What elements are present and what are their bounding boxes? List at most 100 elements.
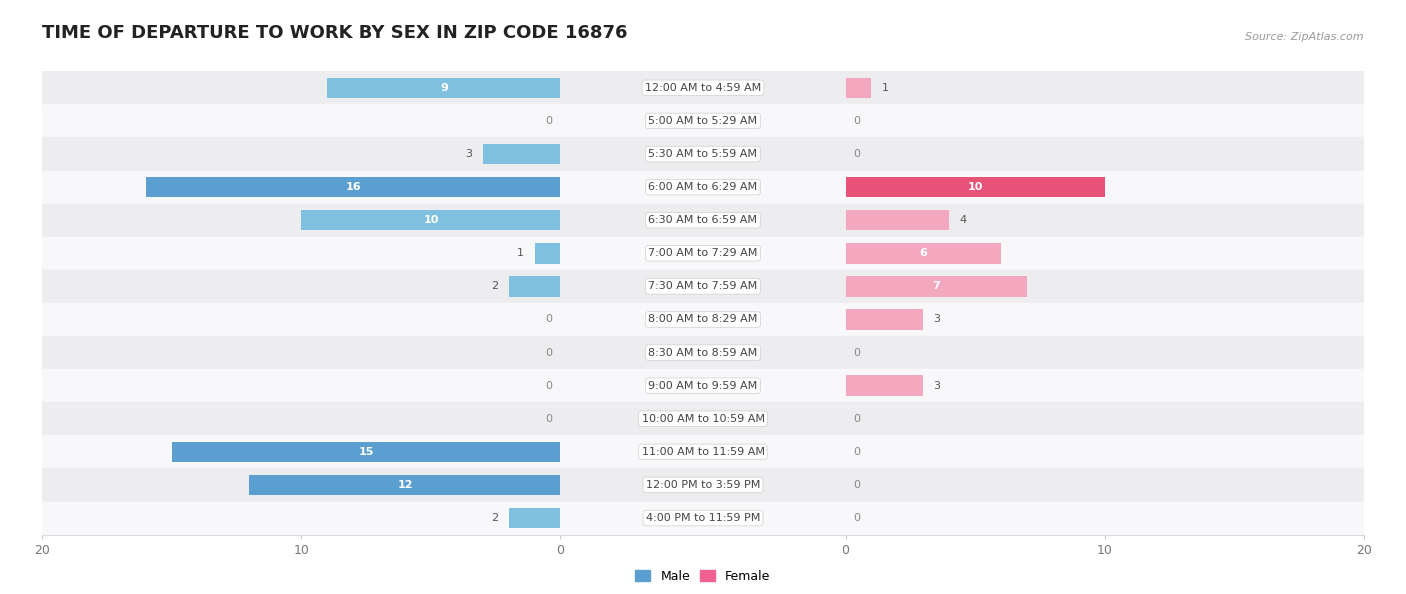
Text: 11:00 AM to 11:59 AM: 11:00 AM to 11:59 AM bbox=[641, 447, 765, 457]
Bar bbox=[845, 369, 1364, 402]
Bar bbox=[42, 71, 561, 105]
Bar bbox=[845, 402, 1364, 435]
Text: 4: 4 bbox=[959, 215, 967, 225]
Bar bbox=[42, 369, 561, 402]
Text: 0: 0 bbox=[853, 347, 860, 358]
Bar bbox=[561, 237, 845, 270]
Bar bbox=[561, 435, 845, 469]
Bar bbox=[534, 243, 561, 264]
Bar bbox=[561, 204, 845, 237]
Bar bbox=[249, 475, 561, 495]
Bar bbox=[561, 501, 845, 535]
Text: 3: 3 bbox=[465, 149, 472, 159]
Bar bbox=[845, 270, 1364, 303]
Bar bbox=[845, 309, 924, 330]
Text: 15: 15 bbox=[359, 447, 374, 457]
Bar bbox=[42, 336, 561, 369]
Bar bbox=[42, 469, 561, 501]
Bar bbox=[845, 237, 1364, 270]
Text: 0: 0 bbox=[853, 116, 860, 126]
Bar bbox=[845, 210, 949, 230]
Bar bbox=[845, 501, 1364, 535]
Text: 9: 9 bbox=[440, 83, 447, 93]
Bar bbox=[845, 336, 1364, 369]
Bar bbox=[172, 441, 561, 462]
Text: 1: 1 bbox=[517, 248, 524, 258]
Text: 0: 0 bbox=[853, 480, 860, 490]
Text: 12:00 PM to 3:59 PM: 12:00 PM to 3:59 PM bbox=[645, 480, 761, 490]
Bar bbox=[42, 303, 561, 336]
Bar bbox=[561, 303, 845, 336]
Bar bbox=[42, 435, 561, 469]
Bar bbox=[42, 105, 561, 137]
Bar bbox=[845, 170, 1364, 204]
Text: Source: ZipAtlas.com: Source: ZipAtlas.com bbox=[1246, 31, 1364, 42]
Bar bbox=[845, 137, 1364, 170]
Bar bbox=[845, 177, 1105, 197]
Text: 7: 7 bbox=[932, 282, 941, 292]
Bar bbox=[845, 375, 924, 396]
Bar bbox=[42, 204, 561, 237]
Bar bbox=[845, 105, 1364, 137]
Text: TIME OF DEPARTURE TO WORK BY SEX IN ZIP CODE 16876: TIME OF DEPARTURE TO WORK BY SEX IN ZIP … bbox=[42, 24, 627, 42]
Bar bbox=[845, 276, 1026, 296]
Bar bbox=[42, 237, 561, 270]
Text: 7:00 AM to 7:29 AM: 7:00 AM to 7:29 AM bbox=[648, 248, 758, 258]
Text: 0: 0 bbox=[853, 149, 860, 159]
Text: 3: 3 bbox=[934, 381, 941, 391]
Text: 0: 0 bbox=[546, 381, 553, 391]
Bar bbox=[482, 144, 561, 165]
Text: 0: 0 bbox=[546, 414, 553, 424]
Text: 5:30 AM to 5:59 AM: 5:30 AM to 5:59 AM bbox=[648, 149, 758, 159]
Text: 8:30 AM to 8:59 AM: 8:30 AM to 8:59 AM bbox=[648, 347, 758, 358]
Text: 0: 0 bbox=[546, 347, 553, 358]
Bar bbox=[845, 435, 1364, 469]
Bar bbox=[561, 402, 845, 435]
Bar bbox=[845, 303, 1364, 336]
Text: 2: 2 bbox=[491, 513, 498, 523]
Text: 6:00 AM to 6:29 AM: 6:00 AM to 6:29 AM bbox=[648, 182, 758, 192]
Text: 12:00 AM to 4:59 AM: 12:00 AM to 4:59 AM bbox=[645, 83, 761, 93]
Text: 10:00 AM to 10:59 AM: 10:00 AM to 10:59 AM bbox=[641, 414, 765, 424]
Text: 10: 10 bbox=[967, 182, 983, 192]
Text: 0: 0 bbox=[546, 314, 553, 324]
Text: 12: 12 bbox=[398, 480, 413, 490]
Text: 0: 0 bbox=[853, 513, 860, 523]
Text: 6: 6 bbox=[920, 248, 927, 258]
Text: 9:00 AM to 9:59 AM: 9:00 AM to 9:59 AM bbox=[648, 381, 758, 391]
Text: 10: 10 bbox=[423, 215, 439, 225]
Bar bbox=[561, 469, 845, 501]
Bar bbox=[561, 71, 845, 105]
Text: 8:00 AM to 8:29 AM: 8:00 AM to 8:29 AM bbox=[648, 314, 758, 324]
Text: 0: 0 bbox=[853, 447, 860, 457]
Bar bbox=[561, 336, 845, 369]
Bar bbox=[509, 508, 561, 528]
Text: 1: 1 bbox=[882, 83, 889, 93]
Bar bbox=[845, 204, 1364, 237]
Bar bbox=[845, 71, 1364, 105]
Bar bbox=[845, 243, 1001, 264]
Bar bbox=[328, 78, 561, 98]
Text: 4:00 PM to 11:59 PM: 4:00 PM to 11:59 PM bbox=[645, 513, 761, 523]
Bar bbox=[509, 276, 561, 296]
Bar bbox=[561, 105, 845, 137]
Text: 5:00 AM to 5:29 AM: 5:00 AM to 5:29 AM bbox=[648, 116, 758, 126]
Bar bbox=[42, 501, 561, 535]
Text: 6:30 AM to 6:59 AM: 6:30 AM to 6:59 AM bbox=[648, 215, 758, 225]
Bar bbox=[561, 369, 845, 402]
Bar bbox=[845, 469, 1364, 501]
Bar bbox=[561, 170, 845, 204]
Bar bbox=[42, 270, 561, 303]
Bar bbox=[301, 210, 561, 230]
Bar bbox=[146, 177, 561, 197]
Text: 3: 3 bbox=[934, 314, 941, 324]
Text: 16: 16 bbox=[346, 182, 361, 192]
Text: 2: 2 bbox=[491, 282, 498, 292]
Text: 0: 0 bbox=[546, 116, 553, 126]
Bar bbox=[845, 78, 872, 98]
Bar bbox=[42, 170, 561, 204]
Text: 0: 0 bbox=[853, 414, 860, 424]
Legend: Male, Female: Male, Female bbox=[630, 565, 776, 587]
Bar bbox=[42, 137, 561, 170]
Text: 7:30 AM to 7:59 AM: 7:30 AM to 7:59 AM bbox=[648, 282, 758, 292]
